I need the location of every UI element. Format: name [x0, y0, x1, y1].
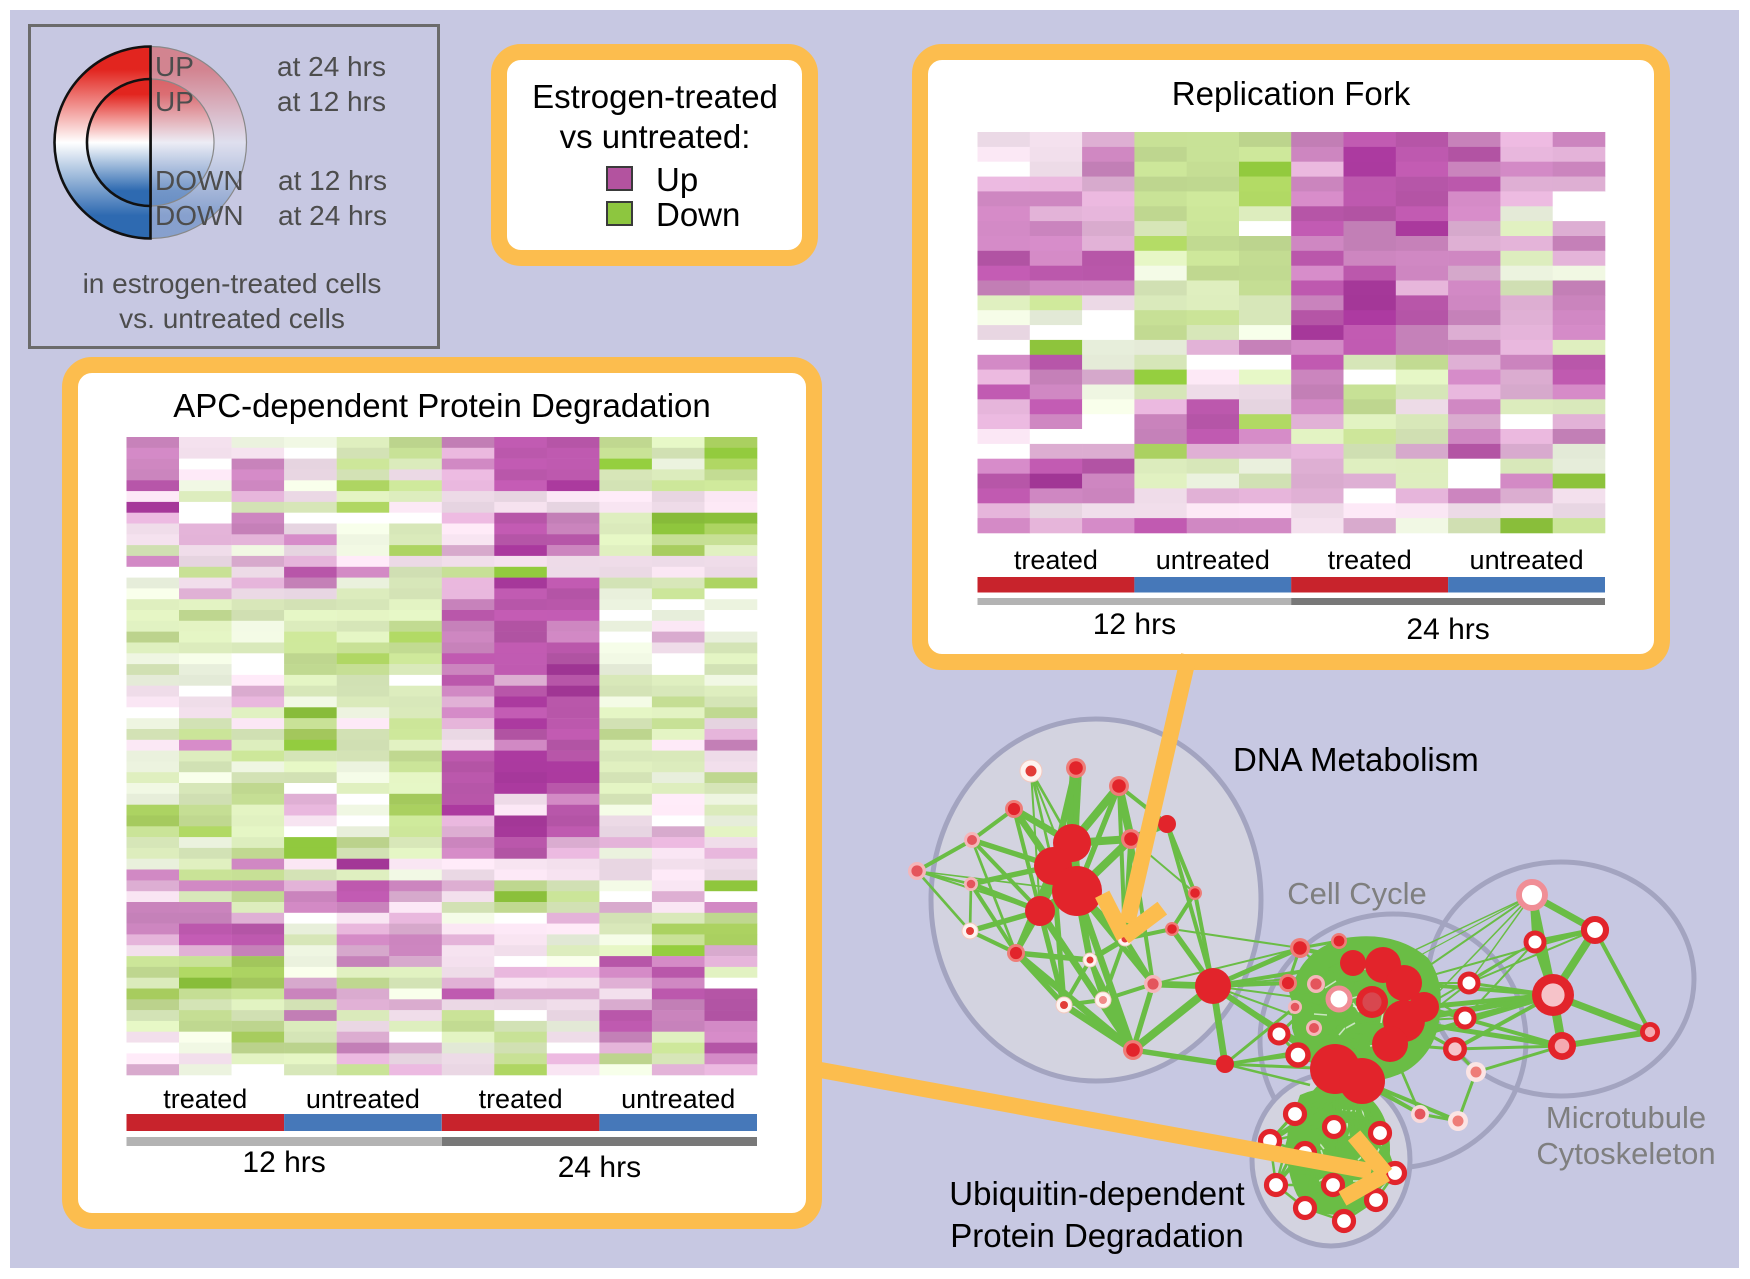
svg-text:24 hrs: 24 hrs: [1406, 613, 1489, 646]
svg-text:APC-dependent Protein Degradat: APC-dependent Protein Degradation: [173, 387, 711, 424]
svg-text:untreated: untreated: [1470, 545, 1584, 575]
svg-text:at 24 hrs: at 24 hrs: [277, 51, 386, 82]
svg-text:Cytoskeleton: Cytoskeleton: [1536, 1136, 1715, 1171]
svg-text:Ubiquitin-dependent: Ubiquitin-dependent: [949, 1175, 1244, 1212]
svg-text:vs untreated:: vs untreated:: [560, 118, 751, 155]
svg-text:UP: UP: [155, 51, 194, 82]
svg-text:Cell Cycle: Cell Cycle: [1287, 876, 1427, 911]
svg-text:Replication Fork: Replication Fork: [1172, 75, 1411, 112]
svg-text:untreated: untreated: [306, 1084, 420, 1114]
svg-text:in estrogen-treated cells: in estrogen-treated cells: [83, 268, 382, 299]
svg-text:at 24 hrs: at 24 hrs: [278, 200, 387, 231]
svg-text:Down: Down: [656, 196, 740, 233]
svg-text:treated: treated: [163, 1084, 247, 1114]
svg-text:treated: treated: [1014, 545, 1098, 575]
svg-text:untreated: untreated: [1156, 545, 1270, 575]
svg-text:DNA Metabolism: DNA Metabolism: [1233, 741, 1479, 778]
svg-text:Microtubule: Microtubule: [1546, 1100, 1706, 1135]
svg-text:treated: treated: [1328, 545, 1412, 575]
svg-text:DOWN: DOWN: [155, 165, 244, 196]
svg-text:untreated: untreated: [621, 1084, 735, 1114]
svg-text:24 hrs: 24 hrs: [558, 1151, 641, 1184]
svg-text:12 hrs: 12 hrs: [1093, 608, 1176, 641]
svg-text:UP: UP: [155, 86, 194, 117]
svg-text:12 hrs: 12 hrs: [242, 1146, 325, 1179]
svg-text:at 12 hrs: at 12 hrs: [278, 165, 387, 196]
svg-text:DOWN: DOWN: [155, 200, 244, 231]
svg-text:Protein Degradation: Protein Degradation: [950, 1217, 1244, 1254]
svg-text:vs. untreated cells: vs. untreated cells: [119, 303, 345, 334]
svg-text:treated: treated: [479, 1084, 563, 1114]
svg-text:at 12 hrs: at 12 hrs: [277, 86, 386, 117]
svg-text:Up: Up: [656, 161, 698, 198]
svg-text:Estrogen-treated: Estrogen-treated: [532, 78, 778, 115]
